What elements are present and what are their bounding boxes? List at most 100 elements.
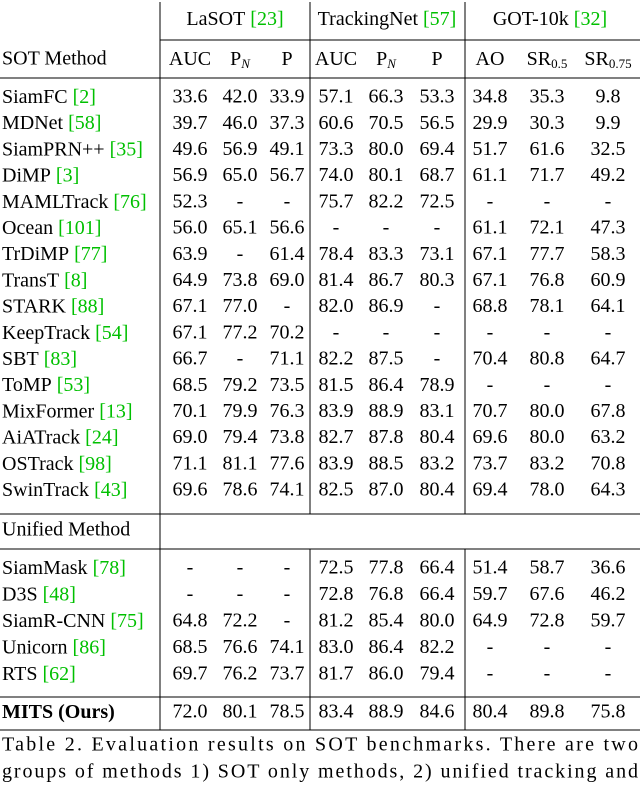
cell-value: 72.5 bbox=[420, 190, 455, 212]
cell-value: - bbox=[605, 636, 612, 658]
method: KeepTrack bbox=[2, 321, 90, 343]
cell-value: 73.1 bbox=[420, 243, 455, 265]
cell-value: 60.6 bbox=[319, 112, 354, 134]
cell-value: 60.9 bbox=[591, 269, 626, 291]
column-text: SR bbox=[527, 48, 552, 70]
cell-value: 67.1 bbox=[173, 321, 208, 343]
cell-value: 83.9 bbox=[319, 400, 354, 422]
cell-value: 57.1 bbox=[319, 86, 354, 108]
cell-value: 65.1 bbox=[223, 217, 258, 239]
method-name: SiamPRN++ [35] bbox=[2, 138, 143, 160]
cell-value: 61.1 bbox=[473, 164, 508, 186]
citation: [23] bbox=[250, 8, 283, 30]
column-subscript: N bbox=[386, 56, 397, 71]
cell-value: 39.7 bbox=[173, 112, 208, 134]
method: SiamPRN++ bbox=[2, 138, 105, 160]
citation: [53] bbox=[57, 374, 90, 396]
cell-value: 81.7 bbox=[319, 663, 354, 685]
cell-value: 72.8 bbox=[319, 583, 354, 605]
cell-value: - bbox=[434, 295, 441, 317]
method-name: Ocean [101] bbox=[2, 217, 101, 239]
column-text: AUC bbox=[315, 48, 357, 70]
method-name: TransT [8] bbox=[2, 269, 87, 291]
citation: [77] bbox=[74, 243, 107, 265]
citation: [75] bbox=[110, 610, 143, 632]
cell-value: - bbox=[284, 610, 291, 632]
cell-value: - bbox=[284, 295, 291, 317]
cell-value: - bbox=[487, 321, 494, 343]
method: MITS (Ours) bbox=[2, 701, 115, 723]
cell-value: 82.7 bbox=[319, 426, 354, 448]
cell-value: 83.1 bbox=[420, 400, 455, 422]
method: SiamFC bbox=[2, 86, 68, 108]
cell-value: - bbox=[237, 243, 244, 265]
citation: [78] bbox=[93, 557, 126, 579]
cell-value: 56.6 bbox=[270, 217, 305, 239]
cell-value: 83.3 bbox=[369, 243, 404, 265]
citation: [32] bbox=[574, 8, 607, 30]
cell-value: 69.0 bbox=[173, 426, 208, 448]
cell-value: 64.9 bbox=[173, 269, 208, 291]
cell-value: - bbox=[487, 374, 494, 396]
cell-value: 69.6 bbox=[173, 479, 208, 501]
method-name: SiamFC [2] bbox=[2, 86, 96, 108]
cell-value: 64.9 bbox=[473, 610, 508, 632]
cell-value: 78.6 bbox=[223, 479, 258, 501]
cell-value: 56.5 bbox=[420, 112, 455, 134]
cell-value: 70.1 bbox=[173, 400, 208, 422]
cell-value: 70.5 bbox=[369, 112, 404, 134]
cell-value: 85.4 bbox=[369, 610, 404, 632]
cell-value: 76.6 bbox=[223, 636, 258, 658]
cell-value: - bbox=[434, 217, 441, 239]
method-name: ToMP [53] bbox=[2, 374, 90, 396]
method-name: KeepTrack [54] bbox=[2, 321, 128, 343]
column-text: P bbox=[431, 48, 442, 70]
cell-value: 81.4 bbox=[319, 269, 354, 291]
cell-value: - bbox=[187, 557, 194, 579]
cell-value: - bbox=[237, 348, 244, 370]
cell-value: 70.4 bbox=[473, 348, 508, 370]
method-name: SiamR-CNN [75] bbox=[2, 610, 144, 632]
cell-value: 74.1 bbox=[270, 479, 305, 501]
column-header: PN bbox=[230, 48, 251, 71]
cell-value: 79.2 bbox=[223, 374, 258, 396]
cell-value: 68.7 bbox=[420, 164, 455, 186]
group-name: GOT-10k bbox=[493, 8, 569, 30]
cell-value: 88.9 bbox=[369, 400, 404, 422]
cell-value: 69.7 bbox=[173, 663, 208, 685]
cell-value: 66.7 bbox=[173, 348, 208, 370]
cell-value: 51.4 bbox=[473, 557, 508, 579]
cell-value: 88.5 bbox=[369, 452, 404, 474]
cell-value: 70.2 bbox=[270, 321, 305, 343]
cell-value: 79.9 bbox=[223, 400, 258, 422]
method: TrDiMP bbox=[2, 243, 69, 265]
method-name: MITS (Ours) bbox=[2, 701, 115, 723]
cell-value: 9.9 bbox=[596, 112, 621, 134]
method: SiamR-CNN bbox=[2, 610, 105, 632]
column-header: AO bbox=[476, 48, 505, 70]
method: SiamMask bbox=[2, 557, 88, 579]
cell-value: - bbox=[605, 663, 612, 685]
cell-value: 56.0 bbox=[173, 217, 208, 239]
cell-value: 69.4 bbox=[420, 138, 455, 160]
method: MAMLTrack bbox=[2, 190, 108, 212]
cell-value: 9.8 bbox=[596, 86, 621, 108]
cell-value: 29.9 bbox=[473, 112, 508, 134]
cell-value: 75.7 bbox=[319, 190, 354, 212]
citation: [58] bbox=[68, 112, 101, 134]
citation: [98] bbox=[79, 452, 112, 474]
section-title: Unified Method bbox=[2, 519, 130, 541]
cell-value: 79.4 bbox=[223, 426, 258, 448]
cell-value: 49.2 bbox=[591, 164, 626, 186]
method-name: Unicorn [86] bbox=[2, 636, 106, 658]
column-header: AUC bbox=[169, 48, 211, 70]
citation: [35] bbox=[110, 138, 143, 160]
cell-value: 82.5 bbox=[319, 479, 354, 501]
cell-value: 78.4 bbox=[319, 243, 354, 265]
column-text: AUC bbox=[169, 48, 211, 70]
cell-value: - bbox=[605, 321, 612, 343]
cell-value: 89.8 bbox=[530, 701, 565, 723]
cell-value: 80.0 bbox=[530, 400, 565, 422]
cell-value: - bbox=[237, 190, 244, 212]
cell-value: 79.4 bbox=[420, 663, 455, 685]
